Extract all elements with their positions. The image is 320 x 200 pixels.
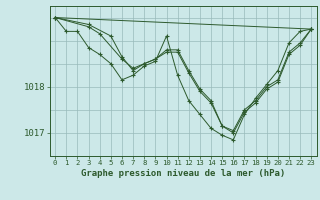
- X-axis label: Graphe pression niveau de la mer (hPa): Graphe pression niveau de la mer (hPa): [81, 169, 285, 178]
